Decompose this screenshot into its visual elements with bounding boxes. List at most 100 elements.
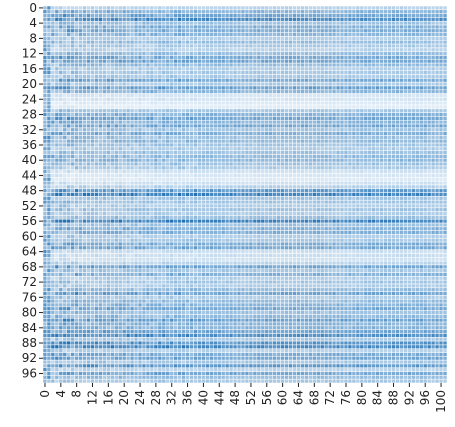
heatmap-cell bbox=[232, 104, 238, 110]
heatmap-cell bbox=[419, 142, 424, 148]
heatmap-cell bbox=[359, 9, 365, 14]
heatmap-cell bbox=[106, 93, 111, 98]
heatmap-cell bbox=[244, 150, 250, 155]
heatmap-cell bbox=[220, 100, 226, 106]
heatmap-cell bbox=[304, 9, 309, 14]
heatmap-cell bbox=[371, 59, 376, 64]
heatmap-cell bbox=[220, 116, 226, 121]
heatmap-cell bbox=[383, 116, 388, 121]
heatmap-cell bbox=[58, 24, 64, 30]
heatmap-cell bbox=[434, 62, 440, 68]
heatmap-cell bbox=[232, 177, 238, 182]
heatmap-cell bbox=[264, 184, 270, 190]
heatmap-cell bbox=[323, 142, 329, 148]
heatmap-cell bbox=[213, 100, 218, 106]
heatmap-cell bbox=[415, 158, 420, 163]
heatmap-cell bbox=[272, 127, 277, 132]
heatmap-cell bbox=[236, 142, 242, 148]
heatmap-cell bbox=[327, 97, 333, 102]
heatmap-cell bbox=[347, 177, 353, 182]
heatmap-cell bbox=[240, 70, 246, 75]
heatmap-cell bbox=[220, 139, 226, 144]
heatmap-cell bbox=[129, 20, 135, 26]
heatmap-cell bbox=[129, 17, 135, 22]
heatmap-cell bbox=[228, 177, 234, 182]
heatmap-cell bbox=[395, 119, 400, 125]
heatmap-cell bbox=[217, 40, 222, 45]
heatmap-cell bbox=[391, 150, 396, 155]
heatmap-cell bbox=[169, 142, 174, 148]
heatmap-cell bbox=[185, 150, 190, 155]
heatmap-cell bbox=[244, 184, 250, 190]
heatmap-cell bbox=[240, 28, 246, 33]
heatmap-cell bbox=[181, 100, 186, 106]
heatmap-cell bbox=[260, 36, 266, 41]
heatmap-cell bbox=[46, 74, 52, 79]
heatmap-cell bbox=[82, 188, 87, 193]
heatmap-cell bbox=[264, 70, 270, 75]
heatmap-cell bbox=[422, 177, 428, 182]
heatmap-cell bbox=[312, 55, 317, 60]
heatmap-cell bbox=[296, 32, 301, 37]
heatmap-cell bbox=[232, 184, 238, 190]
heatmap-cell bbox=[264, 161, 270, 167]
heatmap-cell bbox=[264, 169, 270, 174]
heatmap-cell bbox=[205, 40, 210, 45]
heatmap-cell bbox=[181, 66, 186, 71]
heatmap-cell bbox=[260, 81, 266, 87]
heatmap-cell bbox=[379, 17, 384, 22]
heatmap-cell bbox=[308, 104, 313, 110]
heatmap-cell bbox=[276, 97, 281, 102]
heatmap-cell bbox=[224, 97, 230, 102]
heatmap-cell bbox=[383, 70, 388, 75]
heatmap-cell bbox=[292, 146, 297, 151]
heatmap-cell bbox=[296, 85, 301, 91]
heatmap-cell bbox=[367, 169, 372, 174]
heatmap-cell bbox=[343, 9, 349, 14]
heatmap-cell bbox=[114, 104, 119, 110]
heatmap-cell bbox=[118, 184, 123, 190]
heatmap-cell bbox=[165, 108, 170, 113]
heatmap-cell bbox=[375, 36, 380, 41]
heatmap-cell bbox=[185, 70, 190, 75]
heatmap-cell bbox=[145, 112, 151, 117]
heatmap-cell bbox=[312, 108, 317, 113]
heatmap-cell bbox=[185, 24, 190, 30]
heatmap-cell bbox=[422, 150, 428, 155]
heatmap-cell bbox=[145, 97, 151, 102]
heatmap-cell bbox=[141, 32, 147, 37]
heatmap-cell bbox=[426, 13, 432, 18]
heatmap-cell bbox=[272, 74, 277, 79]
heatmap-cell bbox=[308, 188, 313, 193]
heatmap-cell bbox=[343, 78, 349, 83]
heatmap-cell bbox=[149, 108, 155, 113]
heatmap-cell bbox=[312, 123, 317, 129]
heatmap-cell bbox=[280, 85, 285, 91]
heatmap-cell bbox=[272, 24, 277, 30]
heatmap-cell bbox=[145, 62, 151, 68]
heatmap-cell bbox=[70, 116, 75, 121]
heatmap-cell bbox=[137, 89, 143, 94]
heatmap-cell bbox=[375, 119, 380, 125]
heatmap-cell bbox=[217, 13, 222, 18]
heatmap-cell bbox=[217, 127, 222, 132]
heatmap-cell bbox=[244, 169, 250, 174]
heatmap-cell bbox=[323, 173, 329, 178]
heatmap-cell bbox=[114, 85, 119, 91]
heatmap-cell bbox=[308, 146, 313, 151]
heatmap-cell bbox=[399, 93, 404, 98]
heatmap-cell bbox=[351, 66, 357, 71]
heatmap-cell bbox=[244, 173, 250, 178]
heatmap-cell bbox=[70, 36, 75, 41]
heatmap-cell bbox=[284, 142, 289, 148]
heatmap-cell bbox=[359, 17, 365, 22]
heatmap-cell bbox=[125, 32, 131, 37]
heatmap-cell bbox=[157, 139, 163, 144]
heatmap-cell bbox=[197, 17, 202, 22]
heatmap-cell bbox=[422, 146, 428, 151]
heatmap-cell bbox=[58, 142, 64, 148]
heatmap-cell bbox=[343, 97, 349, 102]
heatmap-cell bbox=[367, 47, 372, 52]
heatmap-cell bbox=[110, 40, 115, 45]
heatmap-cell bbox=[272, 78, 277, 83]
